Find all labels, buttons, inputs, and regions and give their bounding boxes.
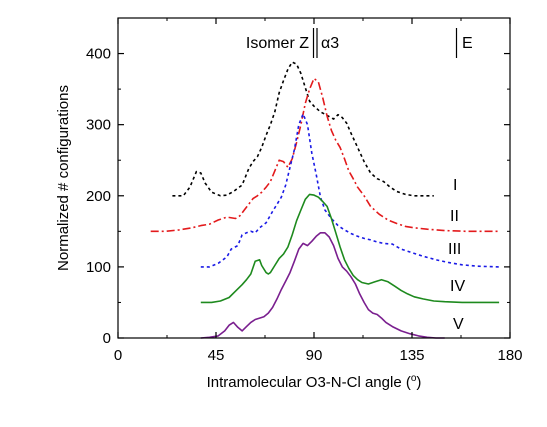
series-layer xyxy=(150,61,500,339)
series-label-II: II xyxy=(450,208,459,225)
x-tick-label-135: 135 xyxy=(399,347,424,364)
x-tick-label-180: 180 xyxy=(497,347,522,364)
alpha3-annotation: α3 xyxy=(321,35,339,52)
y-tick-label-300: 300 xyxy=(86,117,111,134)
series-label-V: V xyxy=(453,316,464,333)
x-tick-label-0: 0 xyxy=(114,347,122,364)
y-tick-label-200: 200 xyxy=(86,188,111,205)
series-line-III xyxy=(200,113,500,268)
x-axis-label: Intramolecular O3-N-Cl angle (o) xyxy=(207,373,422,391)
series-line-I xyxy=(172,61,434,197)
series-label-IV: IV xyxy=(450,278,465,295)
y-tick-label-400: 400 xyxy=(86,46,111,63)
isomer-z-annotation: Isomer Z xyxy=(246,35,309,52)
ticks-layer: 0 45 90 135 180 0 100 200 300 400 xyxy=(86,18,523,364)
e-annotation: E xyxy=(462,35,473,52)
y-tick-label-100: 100 xyxy=(86,259,111,276)
x-tick-label-45: 45 xyxy=(208,347,225,364)
y-tick-label-0: 0 xyxy=(103,330,111,347)
series-line-II xyxy=(150,77,500,233)
series-label-I: I xyxy=(453,177,457,194)
series-line-V xyxy=(200,232,445,339)
y-axis-label: Normalized # configurations xyxy=(55,85,72,271)
series-line-IV xyxy=(200,193,500,304)
series-label-III: III xyxy=(448,241,461,258)
x-tick-label-90: 90 xyxy=(306,347,323,364)
